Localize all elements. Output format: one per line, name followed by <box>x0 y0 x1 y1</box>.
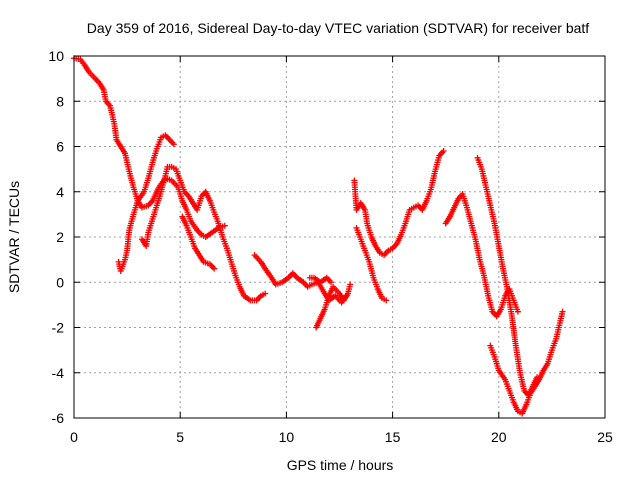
series-arc-8 <box>351 148 447 259</box>
data-point <box>383 297 390 304</box>
data-point <box>170 141 177 148</box>
series-arc-5 <box>251 252 349 306</box>
series-arc-4 <box>179 213 218 272</box>
data-point <box>262 290 269 297</box>
y-tick-label: 0 <box>56 274 64 290</box>
x-axis-label: GPS time / hours <box>287 457 394 473</box>
y-tick-label: -4 <box>52 365 65 381</box>
data-layer <box>71 55 566 417</box>
chart-title: Day 359 of 2016, Sidereal Day-to-day VTE… <box>87 20 590 36</box>
x-tick-label: 5 <box>176 429 184 445</box>
y-tick-label: 4 <box>56 184 64 200</box>
x-tick-label: 25 <box>597 429 613 445</box>
series-arc-12 <box>487 308 566 417</box>
y-tick-label: -6 <box>52 410 65 426</box>
x-tick-label: 15 <box>385 429 401 445</box>
data-point <box>559 308 566 315</box>
series-arc-10 <box>442 191 521 320</box>
y-tick-label: 2 <box>56 229 64 245</box>
data-point <box>211 265 218 272</box>
y-tick-label: 6 <box>56 139 64 155</box>
data-point <box>514 308 521 315</box>
series-arc-11 <box>474 154 541 399</box>
y-tick-label: 8 <box>56 93 64 109</box>
data-point <box>328 279 335 286</box>
x-tick-label: 0 <box>70 429 78 445</box>
data-point <box>347 281 354 288</box>
series-arc-7 <box>306 274 335 286</box>
series-arc-3 <box>138 163 269 304</box>
series-arc-6 <box>313 281 354 331</box>
y-tick-label: 10 <box>48 48 64 64</box>
x-tick-label: 10 <box>279 429 295 445</box>
axis-ticks: 0 5 10 15 20 25 -6 -4 -2 0 2 4 6 8 10 <box>48 48 613 445</box>
grid <box>74 56 605 418</box>
series-arc-2 <box>115 132 177 274</box>
series-arc-9 <box>353 224 390 304</box>
x-tick-label: 20 <box>491 429 507 445</box>
y-tick-label: -2 <box>52 320 65 336</box>
series-arc-1 <box>71 55 228 240</box>
data-point <box>440 148 447 155</box>
data-point <box>221 222 228 229</box>
y-axis-label: SDTVAR / TECUs <box>6 181 22 293</box>
